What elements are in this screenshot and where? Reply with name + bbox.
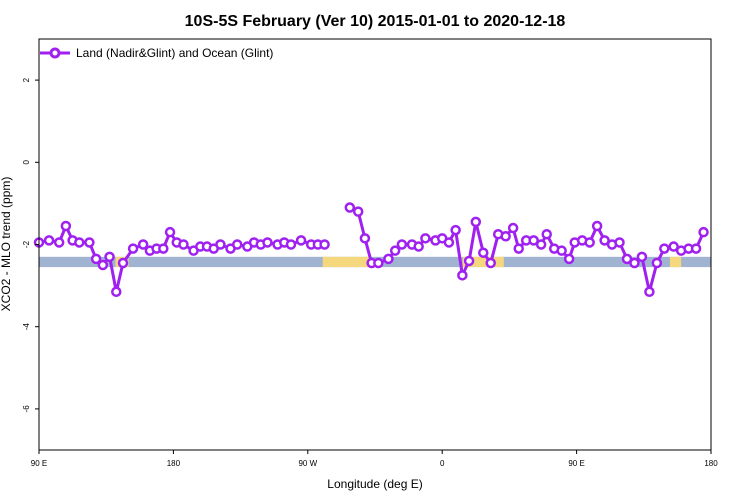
data-point xyxy=(478,247,489,258)
data-point xyxy=(344,202,356,213)
data-point xyxy=(443,237,455,248)
y-tick-label: -4 xyxy=(22,323,31,331)
data-point xyxy=(644,286,655,298)
data-point xyxy=(535,239,547,250)
data-point xyxy=(541,228,552,240)
data-point xyxy=(621,253,633,265)
legend-marker xyxy=(49,47,61,59)
legend: Land (Nadir&Glint) and Ocean (Glint) xyxy=(40,46,273,60)
data-point xyxy=(450,224,461,236)
x-tick-label: 90 E xyxy=(31,459,47,468)
chart-title: 10S-5S February (Ver 10) 2015-01-01 to 2… xyxy=(185,13,566,30)
data-point xyxy=(470,216,482,228)
y-tick-label: 0 xyxy=(22,160,31,165)
data-point xyxy=(74,237,85,248)
data-point xyxy=(659,243,670,254)
data-point xyxy=(599,235,610,246)
plot-area xyxy=(33,38,712,451)
data-point xyxy=(485,257,496,269)
series-layer xyxy=(33,202,709,298)
data-point xyxy=(215,239,226,250)
data-point xyxy=(614,237,625,248)
x-tick-label: 180 xyxy=(167,459,181,468)
data-point xyxy=(127,243,139,254)
land-band xyxy=(462,256,504,268)
data-point xyxy=(137,239,149,250)
y-tick-label: -6 xyxy=(22,405,31,413)
data-point xyxy=(500,231,511,242)
data-point xyxy=(463,255,475,267)
data-point xyxy=(420,233,431,244)
y-tick-label: -2 xyxy=(22,240,31,248)
data-point xyxy=(636,251,648,263)
data-point xyxy=(563,253,575,265)
x-tick-label: 90 E xyxy=(568,459,584,468)
legend-label: Land (Nadir&Glint) and Ocean (Glint) xyxy=(76,46,273,60)
data-point xyxy=(556,245,567,256)
data-point xyxy=(262,237,273,248)
data-point xyxy=(389,245,401,256)
land-band xyxy=(322,256,372,268)
data-point xyxy=(528,235,539,246)
data-point xyxy=(413,241,424,252)
data-point xyxy=(164,226,176,238)
data-point xyxy=(629,257,640,269)
data-point xyxy=(295,235,307,246)
x-tick-label: 0 xyxy=(440,459,445,468)
x-tick-label: 90 W xyxy=(298,459,317,468)
data-point xyxy=(359,233,371,244)
data-point xyxy=(117,257,129,269)
data-point xyxy=(231,239,243,250)
land-band xyxy=(669,256,682,268)
data-point xyxy=(457,270,468,281)
y-tick-label: 2 xyxy=(22,77,31,82)
data-point xyxy=(285,239,297,250)
x-tick-label: 180 xyxy=(704,459,718,468)
x-axis-label: Longitude (deg E) xyxy=(327,477,422,491)
data-point xyxy=(383,253,394,265)
data-point xyxy=(90,253,102,265)
data-point xyxy=(698,226,709,238)
data-point xyxy=(507,222,519,234)
x-axis: 90 E 180 90 W 0 90 E 180 xyxy=(31,450,718,468)
plot-frame xyxy=(39,39,711,450)
data-point xyxy=(60,220,72,232)
data-point xyxy=(396,239,408,250)
data-point xyxy=(584,237,595,248)
data-point xyxy=(513,243,524,254)
data-point xyxy=(43,235,55,246)
data-point xyxy=(352,206,364,217)
y-axis-label: XCO2 - MLO trend (ppm) xyxy=(0,177,13,312)
data-point xyxy=(651,257,663,269)
data-point xyxy=(668,241,679,252)
data-point xyxy=(373,257,384,269)
data-point xyxy=(178,239,189,250)
data-point xyxy=(158,243,169,254)
y-axis: 2 0 -2 -4 -6 xyxy=(22,77,39,412)
data-point xyxy=(690,243,702,254)
data-point xyxy=(111,286,122,298)
data-point xyxy=(104,251,115,263)
data-point xyxy=(84,237,95,248)
data-point xyxy=(319,239,330,250)
data-point xyxy=(97,259,109,271)
data-point xyxy=(53,237,65,248)
data-point xyxy=(591,220,603,232)
